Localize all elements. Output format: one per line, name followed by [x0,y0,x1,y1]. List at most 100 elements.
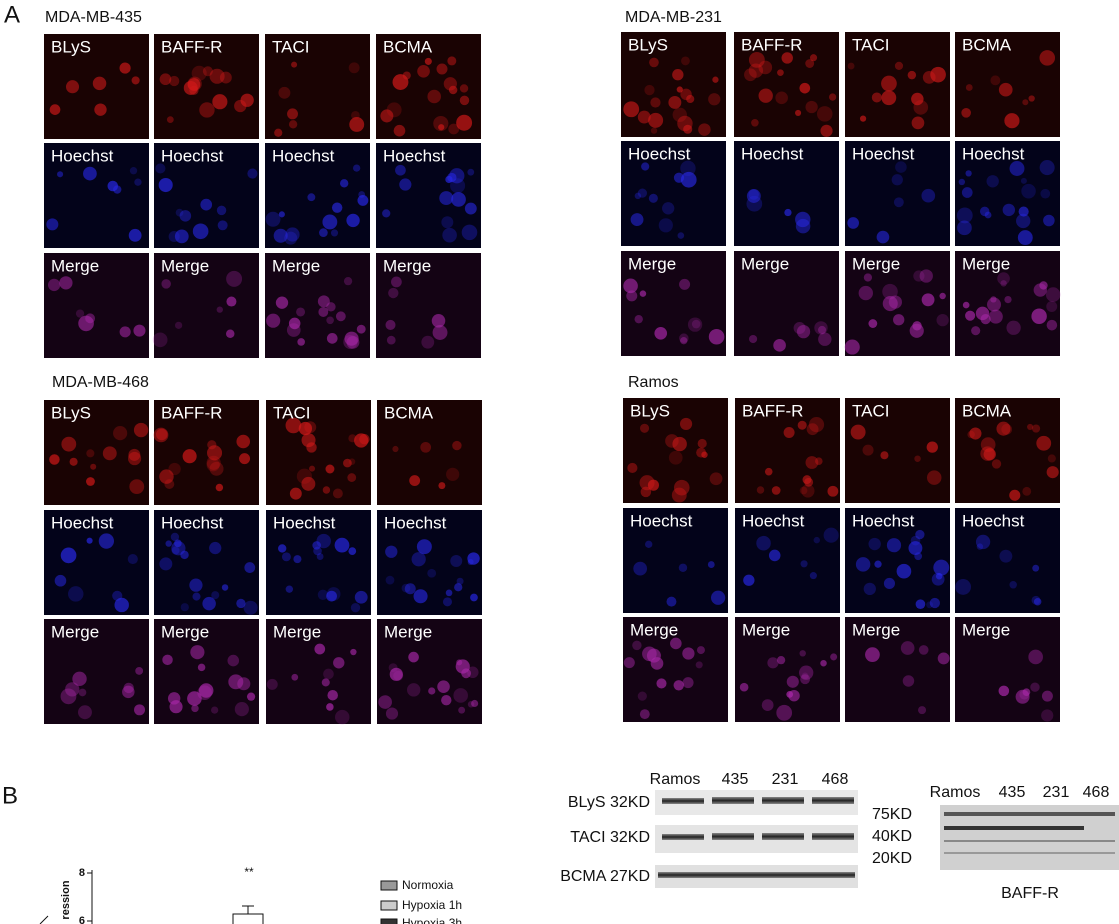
cell [447,56,457,66]
cell [326,703,334,711]
cell [673,680,684,691]
cell [119,62,131,74]
cell [683,124,693,134]
cell [914,552,923,561]
cell [325,464,335,474]
cell [679,417,693,431]
cell [830,653,838,661]
panel-label: Merge [741,254,789,273]
panel-label: Hoechst [962,511,1025,530]
cell [161,279,171,289]
legend-label: Hypoxia 1h [402,898,462,912]
cell [296,468,313,484]
cell [389,667,403,681]
cell [206,458,220,472]
cell [818,325,827,334]
cell [287,108,298,120]
cell [385,545,398,558]
cell [392,445,399,453]
cell [343,458,352,468]
cell [98,533,115,549]
cell [187,691,202,706]
cell [641,162,650,171]
cell [668,450,683,465]
panel-label: BLyS [630,401,670,420]
cell [764,467,773,476]
cell [273,228,288,243]
panel-label: Merge [852,620,900,639]
cell [382,209,391,218]
cell [175,208,184,217]
cell [134,704,146,716]
cell [656,678,667,689]
cell [634,314,643,324]
cell [679,278,691,290]
micrograph [154,400,259,505]
micrograph [266,619,371,724]
cell [86,477,95,486]
cell [775,91,788,105]
cell [467,552,480,565]
cell [640,486,652,498]
cell [378,695,392,709]
panel-label: Hoechst [272,146,335,165]
panel-label: BAFF-R [161,403,222,422]
cell [918,706,927,715]
cell [746,189,761,203]
cell [1046,319,1058,331]
cell [417,64,430,78]
cell [795,109,802,116]
cell [459,95,470,106]
cell [470,593,478,602]
cell [453,688,468,703]
cell [662,202,675,215]
cell [799,665,814,680]
cell [152,332,168,348]
cell [190,645,205,660]
cell [128,228,142,242]
legend-label: Normoxia [402,878,454,892]
cell [1028,649,1043,665]
cell [385,707,399,720]
cell [61,436,77,452]
cell [326,316,334,325]
cell [744,68,757,82]
cell [219,71,232,84]
cell [914,455,921,462]
cell [939,292,946,300]
cell [962,301,970,309]
panel-label: Hoechst [852,511,915,530]
cell [404,583,416,595]
cell [776,704,793,721]
panel-label: Hoechst [741,144,804,163]
cell [445,589,453,597]
cell [893,197,904,208]
cell [777,69,784,76]
cell [673,479,690,496]
cell [285,227,300,242]
cell [155,428,168,441]
micrograph [623,617,728,722]
cell [275,296,289,309]
cell [441,695,452,706]
cell [159,557,173,571]
cell [114,597,129,613]
cell [926,441,938,453]
cell [865,647,880,663]
cell [805,59,815,68]
cell [293,555,302,564]
cell [189,578,203,592]
cell [393,124,406,137]
cell [1033,597,1042,606]
cell [356,324,366,334]
cell [129,167,138,175]
cell [77,705,92,720]
panel-label: Merge [51,622,99,641]
micrograph [44,619,149,724]
micrograph [845,617,950,722]
cell [998,82,1013,97]
cell [243,600,258,615]
cell [450,178,466,194]
cell [1030,682,1040,692]
cell [926,470,942,485]
